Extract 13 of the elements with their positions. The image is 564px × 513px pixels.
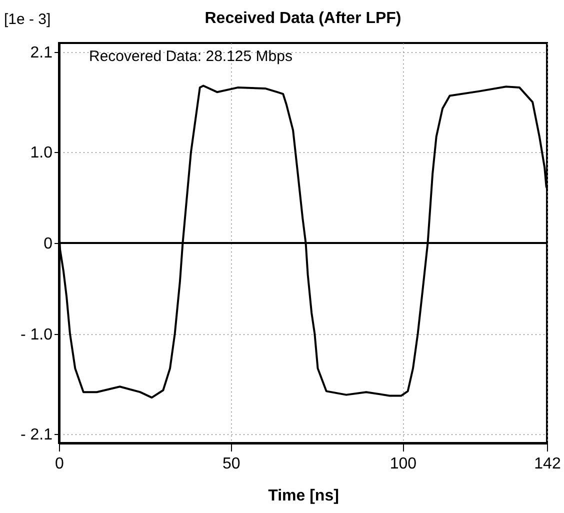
y-tick-label: 0: [44, 236, 53, 252]
x-tick-label: 100: [390, 456, 417, 472]
y-axis-title: [1e - 3]: [4, 11, 51, 28]
y-tick-label: 2.1: [30, 44, 53, 62]
x-tick-label: 50: [222, 456, 240, 472]
y-tick-label: 1.0: [30, 144, 53, 162]
y-tick-label: - 2.1: [20, 426, 53, 444]
chart-title: Received Data (After LPF): [204, 10, 402, 27]
x-tick-label: 0: [55, 456, 64, 472]
y-tick-label: - 1.0: [20, 326, 53, 344]
x-tick-label: 142: [534, 456, 561, 472]
x-axis-title: Time [ns]: [268, 488, 339, 504]
annotation: Recovered Data: 28.125 Mbps: [89, 48, 292, 65]
